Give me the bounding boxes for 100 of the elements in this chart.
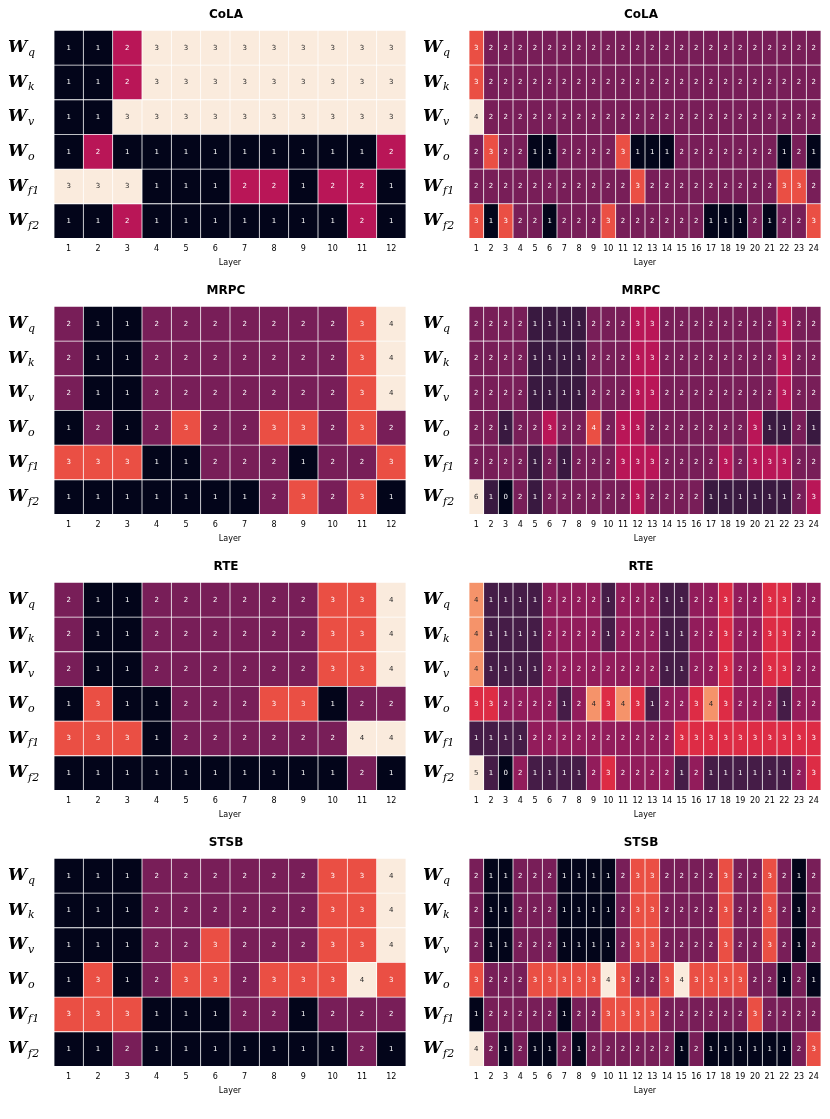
- x-tick-label: 2: [488, 1072, 494, 1082]
- x-tick-label: 22: [779, 244, 790, 254]
- x-tick-label: 8: [576, 520, 582, 530]
- x-axis-title: Layer: [633, 810, 657, 820]
- x-tick-label: 12: [386, 1072, 397, 1082]
- x-tick-label: 23: [793, 520, 805, 530]
- x-tick-label: 7: [242, 796, 248, 806]
- x-tick-label: 8: [576, 244, 582, 254]
- x-axis-title: Layer: [633, 534, 657, 544]
- chart-title: STSB: [208, 835, 244, 850]
- x-tick-label: 19: [735, 1072, 746, 1082]
- x-tick-label: 6: [547, 244, 553, 254]
- x-tick-label: 2: [95, 520, 101, 530]
- x-tick-label: 22: [779, 1072, 790, 1082]
- x-tick-label: 6: [547, 796, 553, 806]
- x-tick-label: 22: [779, 520, 790, 530]
- x-tick-label: 8: [271, 796, 277, 806]
- x-tick-label: 2: [95, 796, 101, 806]
- x-tick-label: 5: [183, 796, 189, 806]
- x-tick-label: 1: [473, 244, 479, 254]
- x-tick-label: 18: [720, 244, 731, 254]
- x-tick-label: 6: [212, 244, 218, 254]
- chart-title: RTE: [213, 559, 239, 574]
- x-tick-label: 23: [793, 1072, 805, 1082]
- x-tick-label: 12: [386, 244, 397, 254]
- x-tick-label: 21: [764, 1072, 775, 1082]
- x-tick-label: 2: [488, 244, 494, 254]
- x-tick-label: 5: [532, 244, 538, 254]
- x-axis-title: Layer: [218, 1086, 242, 1096]
- x-tick-label: 7: [242, 1072, 248, 1082]
- x-tick-label: 18: [720, 796, 731, 806]
- x-tick-label: 16: [691, 244, 702, 254]
- x-tick-label: 4: [517, 520, 523, 530]
- x-tick-label: 7: [561, 796, 567, 806]
- x-tick-label: 16: [691, 520, 702, 530]
- x-tick-label: 24: [808, 244, 819, 254]
- x-tick-label: 14: [661, 244, 673, 254]
- x-tick-label: 17: [705, 520, 717, 530]
- x-tick-label: 10: [327, 1072, 338, 1082]
- x-tick-label: 1: [66, 796, 72, 806]
- x-tick-label: 9: [591, 1072, 597, 1082]
- x-tick-label: 16: [691, 796, 702, 806]
- x-tick-label: 10: [603, 244, 614, 254]
- x-tick-label: 11: [356, 244, 368, 254]
- x-tick-label: 24: [808, 796, 819, 806]
- x-tick-label: 9: [300, 244, 306, 254]
- x-tick-label: 6: [212, 796, 218, 806]
- x-tick-label: 10: [327, 520, 338, 530]
- x-tick-label: 7: [242, 520, 248, 530]
- x-tick-label: 5: [183, 244, 189, 254]
- x-tick-label: 6: [547, 1072, 553, 1082]
- x-tick-label: 6: [547, 520, 553, 530]
- x-tick-label: 8: [271, 520, 277, 530]
- x-tick-label: 3: [124, 520, 130, 530]
- x-tick-label: 15: [676, 796, 687, 806]
- chart-title: CoLA: [624, 7, 659, 22]
- x-tick-label: 21: [764, 520, 775, 530]
- x-tick-label: 16: [691, 1072, 702, 1082]
- x-tick-label: 4: [154, 244, 160, 254]
- x-tick-label: 8: [271, 1072, 277, 1082]
- x-tick-label: 20: [749, 1072, 761, 1082]
- chart-title: CoLA: [209, 7, 244, 22]
- x-tick-label: 21: [764, 244, 775, 254]
- x-tick-label: 1: [473, 796, 479, 806]
- x-tick-label: 9: [591, 244, 597, 254]
- x-tick-label: 20: [749, 244, 761, 254]
- x-tick-label: 12: [632, 1072, 643, 1082]
- x-tick-label: 7: [561, 1072, 567, 1082]
- x-axis-title: Layer: [218, 810, 242, 820]
- x-tick-label: 1: [473, 520, 479, 530]
- x-tick-label: 9: [300, 1072, 306, 1082]
- chart-title: MRPC: [621, 283, 661, 298]
- x-axis-title: Layer: [633, 258, 657, 268]
- x-tick-label: 13: [647, 244, 658, 254]
- x-axis-title: Layer: [218, 258, 242, 268]
- x-tick-label: 11: [356, 1072, 368, 1082]
- x-tick-label: 9: [591, 520, 597, 530]
- x-tick-label: 7: [242, 244, 248, 254]
- x-tick-label: 14: [661, 796, 673, 806]
- x-tick-label: 11: [356, 796, 368, 806]
- x-tick-label: 19: [735, 244, 746, 254]
- x-tick-label: 1: [473, 1072, 479, 1082]
- x-tick-label: 18: [720, 520, 731, 530]
- x-tick-label: 23: [793, 244, 805, 254]
- x-tick-label: 12: [632, 520, 643, 530]
- x-tick-label: 17: [705, 244, 717, 254]
- x-tick-label: 20: [749, 520, 761, 530]
- x-tick-label: 4: [517, 1072, 523, 1082]
- x-tick-label: 7: [561, 520, 567, 530]
- x-tick-label: 15: [676, 244, 687, 254]
- x-tick-label: 10: [603, 520, 614, 530]
- x-tick-label: 10: [603, 796, 614, 806]
- x-tick-label: 9: [591, 796, 597, 806]
- x-tick-label: 11: [356, 520, 368, 530]
- x-tick-label: 4: [517, 796, 523, 806]
- x-tick-label: 2: [95, 244, 101, 254]
- x-tick-label: 12: [632, 796, 643, 806]
- x-tick-label: 10: [603, 1072, 614, 1082]
- x-tick-label: 14: [661, 520, 673, 530]
- x-tick-label: 2: [95, 1072, 101, 1082]
